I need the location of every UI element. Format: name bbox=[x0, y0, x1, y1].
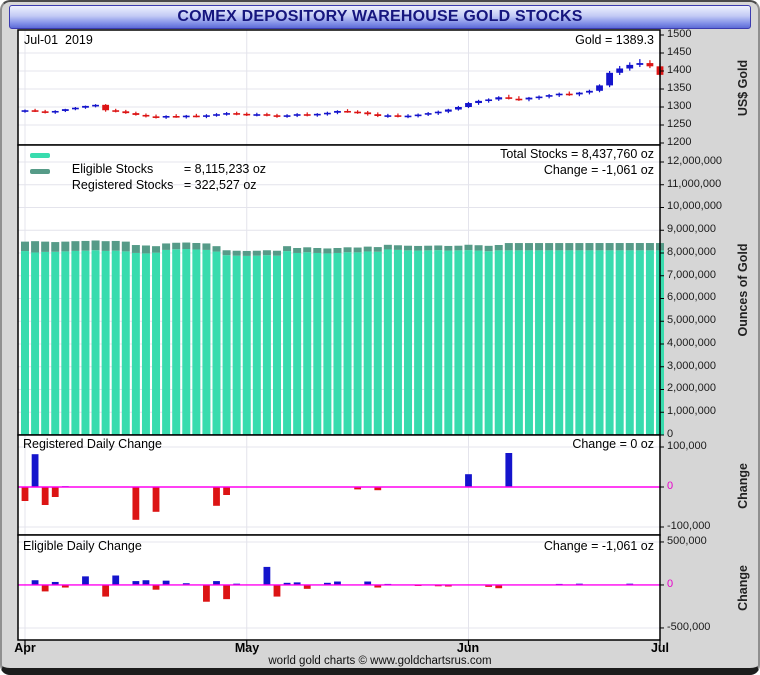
legend-registered: Registered Stocks = 322,527 oz bbox=[58, 164, 257, 206]
page-title: COMEX DEPOSITORY WAREHOUSE GOLD STOCKS bbox=[177, 8, 583, 25]
registered-change-title: Registered Daily Change bbox=[23, 437, 162, 451]
x-axis-label-jul: Jul bbox=[650, 641, 670, 655]
y-axis-title-ounces: Ounces of Gold bbox=[736, 243, 750, 337]
legend-eligible: Eligible Stocks = 8,115,233 oz bbox=[58, 148, 266, 190]
x-axis-label-may: May bbox=[234, 641, 260, 655]
y-axis-title-gold: US$ Gold bbox=[736, 59, 750, 117]
x-axis-label-apr: Apr bbox=[14, 641, 36, 655]
y-axis-title-eligible-change: Change bbox=[736, 565, 750, 611]
title-bar: COMEX DEPOSITORY WAREHOUSE GOLD STOCKS bbox=[9, 5, 751, 29]
legend-registered-label: Registered Stocks bbox=[71, 178, 174, 192]
registered-change-label: Change = 0 oz bbox=[572, 437, 654, 451]
footer-credit: world gold charts © www.goldchartsrus.co… bbox=[268, 655, 492, 667]
legend-swatch-registered bbox=[30, 169, 50, 174]
eligible-change-label: Change = -1,061 oz bbox=[543, 539, 654, 553]
x-axis-label-jun: Jun bbox=[456, 641, 480, 655]
legend-registered-value: = 322,527 oz bbox=[183, 178, 257, 192]
date-label: Jul-01 2019 bbox=[24, 33, 93, 47]
gold-price-label: Gold = 1389.3 bbox=[575, 33, 654, 47]
legend-eligible-value: = 8,115,233 oz bbox=[183, 162, 267, 176]
total-change-label: Change = -1,061 oz bbox=[543, 163, 654, 177]
y-axis-title-registered-change: Change bbox=[736, 463, 750, 509]
legend-eligible-label: Eligible Stocks bbox=[71, 162, 154, 176]
eligible-change-title: Eligible Daily Change bbox=[23, 539, 142, 553]
legend-swatch-eligible bbox=[30, 153, 50, 158]
total-stocks-label: Total Stocks = 8,437,760 oz bbox=[500, 147, 654, 161]
